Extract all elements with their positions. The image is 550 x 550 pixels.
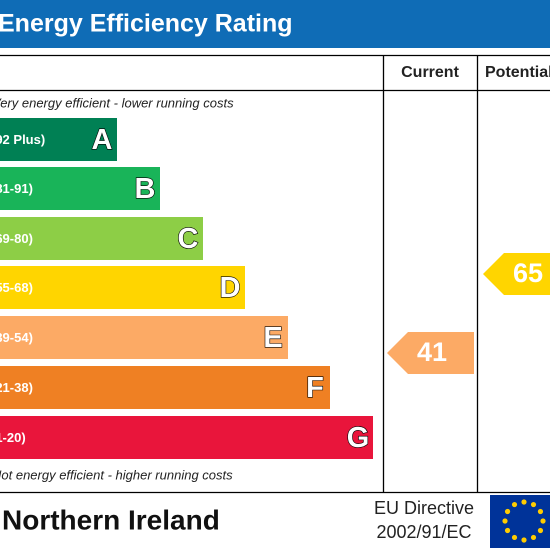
band-range: (55-68) — [0, 280, 33, 295]
band-bar — [0, 118, 117, 161]
band-range: (81-91) — [0, 181, 33, 196]
potential-arrow — [483, 253, 550, 295]
band-range: (69-80) — [0, 231, 33, 246]
column-header: Current — [401, 64, 459, 81]
top-note: Very energy efficient - lower running co… — [0, 95, 234, 110]
bottom-note: Not energy efficient - higher running co… — [0, 467, 233, 482]
eu-star — [502, 518, 508, 524]
eu-star — [537, 508, 544, 515]
table-frame — [0, 54, 550, 494]
band-range: (92 Plus) — [0, 132, 45, 147]
band-letter: D — [220, 272, 241, 304]
potential-rating: 65 — [513, 258, 543, 288]
eu-stars — [502, 499, 546, 543]
eu-star — [521, 537, 527, 543]
band-letter: A — [92, 124, 113, 156]
band-bar — [0, 266, 245, 309]
region: Northern Ireland — [2, 504, 220, 535]
eu-star — [540, 518, 546, 524]
eu-star — [504, 508, 511, 515]
band-bar — [0, 366, 330, 409]
band-range: (21-38) — [0, 380, 33, 395]
band-bar — [0, 416, 373, 459]
band-bar — [0, 217, 203, 260]
current-arrow — [387, 332, 474, 374]
band-letter: F — [306, 372, 324, 404]
column-header: Potential — [485, 64, 550, 81]
title: Energy Efficiency Rating — [0, 10, 293, 38]
bands: (92 Plus) A (81-91) B (69-80) C (55-68) D (39-54… — [0, 118, 373, 459]
band-letter: C — [178, 223, 199, 255]
current-rating: 41 — [417, 337, 447, 367]
eu-star — [530, 501, 537, 508]
eu-star — [521, 499, 527, 505]
band-letter: E — [263, 322, 282, 354]
band-bar — [0, 316, 288, 359]
eu-star — [511, 501, 518, 508]
eu-star — [504, 527, 511, 534]
directive-line: 2002/91/EC — [376, 522, 471, 542]
band-range: (39-54) — [0, 330, 33, 345]
eu-star — [511, 534, 518, 541]
band-bar — [0, 167, 160, 210]
band-range: (1-20) — [0, 430, 26, 445]
title-bar — [0, 0, 550, 48]
band-letter: G — [347, 422, 370, 454]
directive-line: EU Directive — [374, 498, 474, 518]
eu-star — [537, 527, 544, 534]
eu-star — [530, 534, 537, 541]
eu-flag — [490, 495, 550, 548]
band-letter: B — [135, 173, 156, 205]
